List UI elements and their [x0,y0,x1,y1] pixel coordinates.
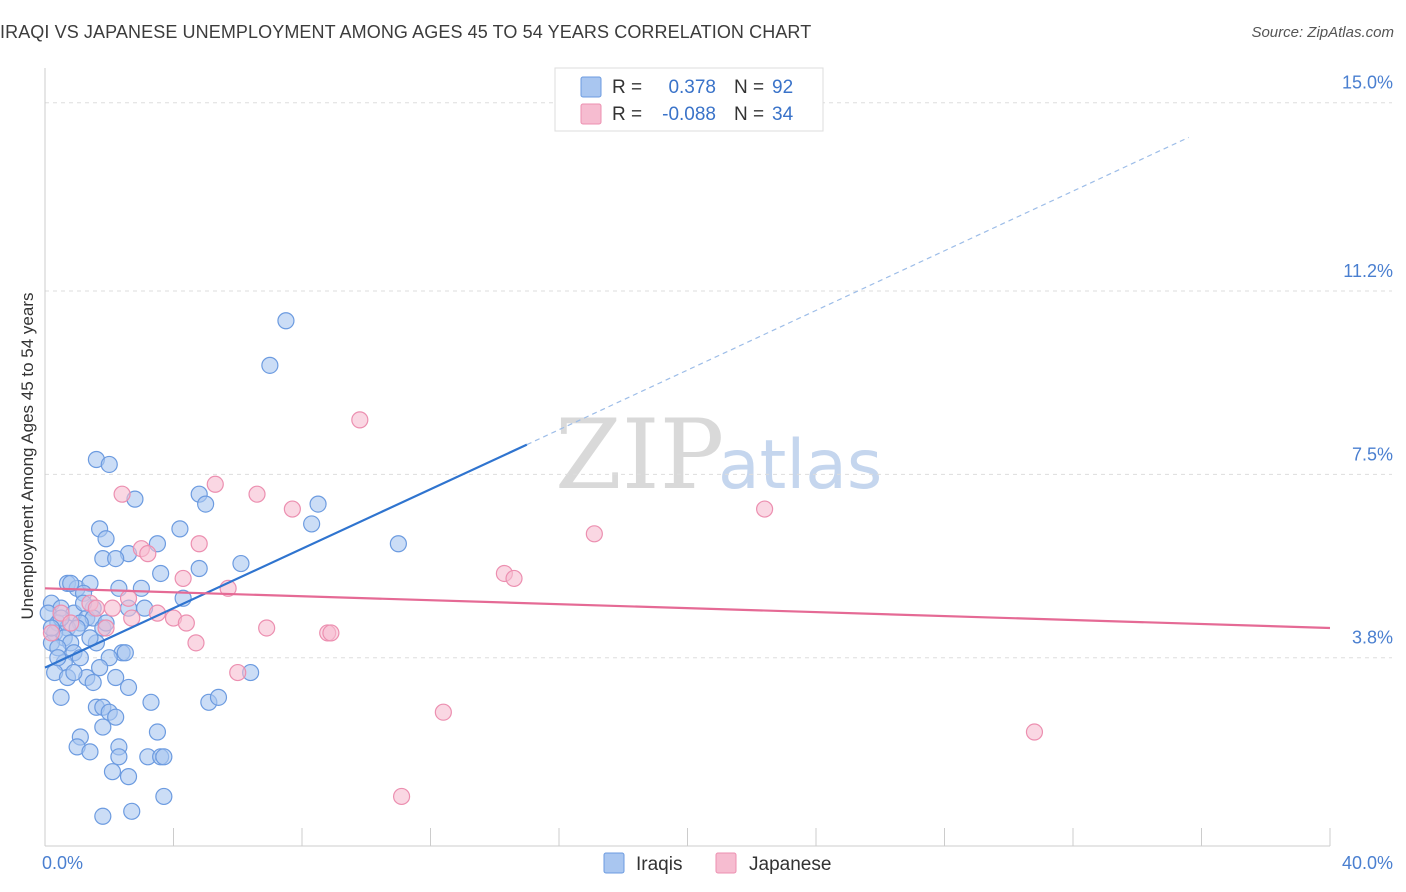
japanese-point [229,663,247,682]
iraqi-point [190,559,208,578]
iraqi-point [97,530,115,548]
y-tick-label: 11.2% [1343,261,1393,281]
iraqi-point [116,644,134,662]
japanese-point [392,787,411,806]
iraqi-point [94,718,112,736]
japanese-point [97,619,115,637]
legend-swatch-japanese [580,103,602,125]
bottom-legend-label-japanese: Japanese [749,854,831,875]
data-points [39,312,1044,825]
iraqi-point [197,495,215,513]
axes [44,68,1331,847]
japanese-point [258,619,276,637]
legend-r-value-iraqis: 0.378 [668,77,716,98]
iraqi-point [119,678,138,697]
tick-labels: 3.8% 7.5% 11.2% 15.0% 0.0% 40.0% [42,73,1393,873]
iraqi-point [91,659,109,677]
japanese-point [174,569,192,588]
legend-r-label-japanese: R = [612,104,642,125]
iraqi-trend-line-extension [526,136,1189,446]
japanese-point [87,599,106,617]
iraqi-point [148,723,167,741]
iraqi-point [94,807,112,825]
iraqi-point [123,802,141,820]
watermark-atlas: atlas [718,426,882,505]
japanese-point [187,634,205,652]
iraqi-point [65,663,83,682]
iraqi-point [81,743,99,761]
iraqi-point [119,768,138,786]
y-tick-label: 3.8% [1352,628,1393,648]
iraqi-point [155,787,173,806]
iraqi-point [309,495,327,513]
top-legend: R = 0.378 N = 92 R = -0.088 N = 34 [554,67,824,132]
japanese-point [248,485,266,503]
iraqi-point [84,673,102,692]
iraqi-point [171,520,189,538]
japanese-point [351,411,369,429]
iraqi-point [277,312,295,330]
legend-n-value-japanese: 34 [772,104,794,125]
legend-n-label-japanese: N = [734,104,764,125]
y-axis-label: Unemployment Among Ages 45 to 54 years [18,293,37,620]
japanese-point [505,569,523,588]
iraqi-point [52,688,70,706]
y-tick-label: 7.5% [1352,444,1393,464]
japanese-point [42,624,61,642]
japanese-point [1025,723,1044,741]
iraqi-trend-line [44,443,528,669]
japanese-point [103,599,122,617]
iraqi-point [152,564,170,583]
bottom-legend-swatch-iraqis [603,852,625,874]
iraqi-point [155,748,173,766]
japanese-point [585,525,603,543]
legend-n-value-iraqis: 92 [772,77,793,98]
bottom-legend: Iraqis Japanese [603,852,831,875]
iraqi-point [107,668,125,687]
x-tick-label: 40.0% [1342,853,1393,873]
iraqi-point [142,693,160,711]
trend-lines [44,136,1331,669]
source-label: Source: ZipAtlas.com [1251,24,1394,41]
japanese-point [283,500,301,518]
iraqi-point [389,535,407,553]
y-tick-label: 15.0% [1342,73,1393,93]
japanese-trend-line [44,587,1331,630]
japanese-point [113,485,131,503]
legend-swatch-iraqis [580,76,602,98]
japanese-point [190,535,208,553]
japanese-point [206,475,224,493]
iraqi-point [232,554,250,573]
iraqi-point [107,708,125,726]
japanese-point [62,614,80,632]
bottom-legend-swatch-japanese [715,852,737,874]
iraqi-point [103,763,122,781]
iraqi-point [100,455,118,474]
bottom-legend-label-iraqis: Iraqis [636,854,682,875]
iraqi-point [107,550,125,568]
watermark-zip: ZIP [555,399,724,511]
legend-r-label-iraqis: R = [612,77,642,98]
grid-lines [45,102,1392,659]
legend-r-value-japanese: -0.088 [662,104,716,125]
chart-title: IRAQI VS JAPANESE UNEMPLOYMENT AMONG AGE… [0,22,812,42]
x-tick-label: 0.0% [42,853,83,873]
legend-n-label-iraqis: N = [734,77,764,98]
iraqi-point [110,748,128,766]
japanese-point [177,614,195,632]
iraqi-point [62,574,80,592]
iraqi-point [303,515,321,533]
japanese-point [322,624,340,642]
iraqi-point [209,688,228,706]
japanese-point [139,545,157,563]
japanese-point [119,589,138,607]
japanese-point [755,500,774,518]
japanese-point [123,609,141,627]
japanese-point [434,703,452,721]
iraqi-point [261,356,279,374]
